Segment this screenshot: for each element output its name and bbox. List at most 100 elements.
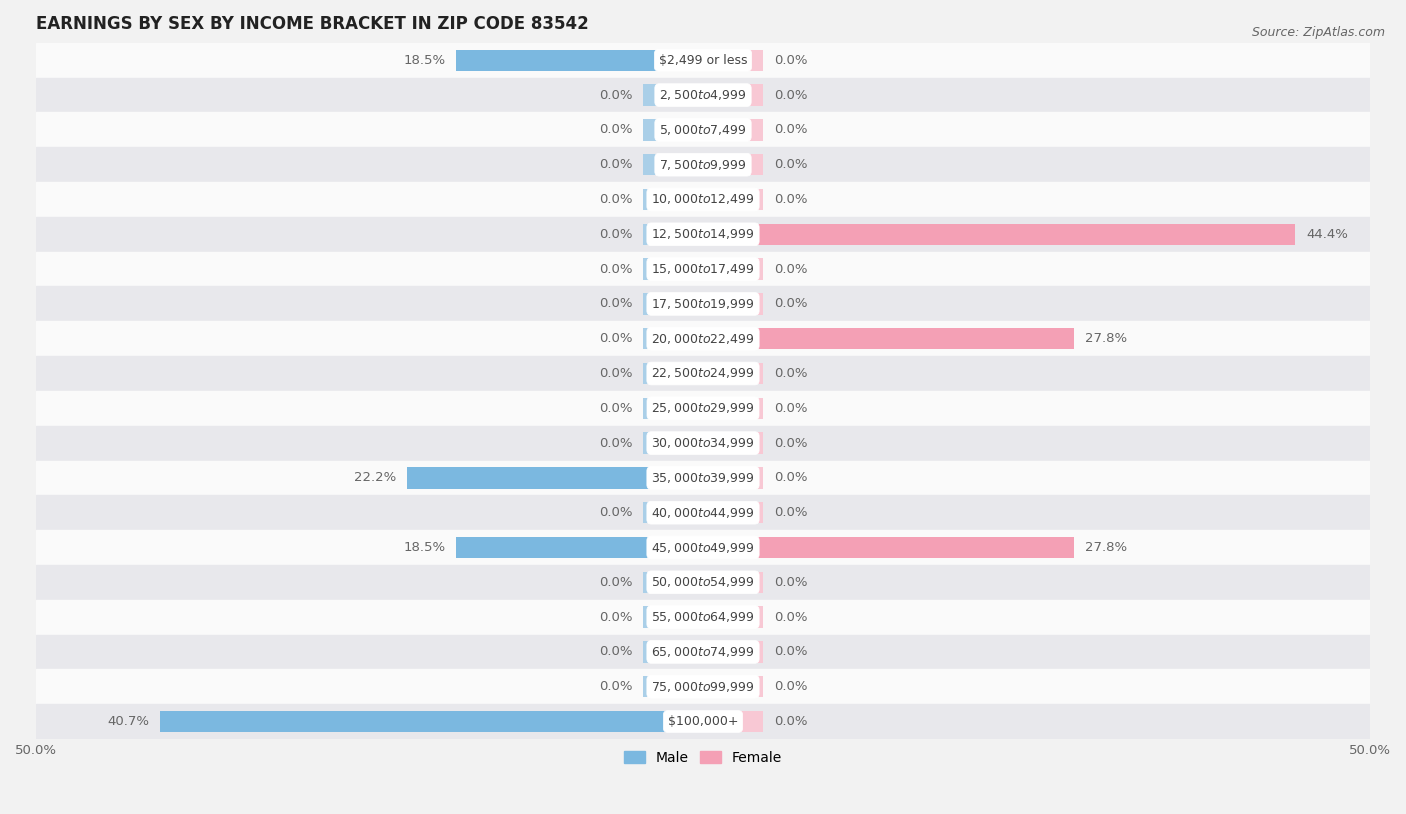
- Bar: [703, 536, 1074, 558]
- Text: 0.0%: 0.0%: [599, 646, 633, 659]
- Text: $7,500 to $9,999: $7,500 to $9,999: [659, 158, 747, 172]
- Text: 0.0%: 0.0%: [599, 610, 633, 624]
- Text: $40,000 to $44,999: $40,000 to $44,999: [651, 505, 755, 519]
- Bar: [37, 182, 1369, 217]
- Bar: [703, 50, 763, 71]
- Text: 0.0%: 0.0%: [599, 124, 633, 137]
- Bar: [703, 432, 763, 454]
- Bar: [703, 224, 1295, 245]
- Bar: [643, 154, 703, 176]
- Text: 0.0%: 0.0%: [599, 506, 633, 519]
- Text: 0.0%: 0.0%: [773, 402, 807, 415]
- Text: $20,000 to $22,499: $20,000 to $22,499: [651, 331, 755, 346]
- Text: $100,000+: $100,000+: [668, 715, 738, 728]
- Bar: [160, 711, 703, 733]
- Bar: [37, 252, 1369, 287]
- Text: 0.0%: 0.0%: [599, 193, 633, 206]
- Bar: [703, 119, 763, 141]
- Text: $30,000 to $34,999: $30,000 to $34,999: [651, 436, 755, 450]
- Text: 0.0%: 0.0%: [773, 367, 807, 380]
- Text: 18.5%: 18.5%: [404, 54, 446, 67]
- Bar: [456, 50, 703, 71]
- Text: 0.0%: 0.0%: [599, 228, 633, 241]
- Bar: [643, 502, 703, 523]
- Text: 0.0%: 0.0%: [773, 610, 807, 624]
- Bar: [643, 293, 703, 315]
- Bar: [703, 293, 763, 315]
- Text: 0.0%: 0.0%: [773, 646, 807, 659]
- Bar: [643, 432, 703, 454]
- Bar: [37, 77, 1369, 112]
- Bar: [643, 676, 703, 698]
- Bar: [37, 217, 1369, 252]
- Text: Source: ZipAtlas.com: Source: ZipAtlas.com: [1251, 26, 1385, 39]
- Text: 0.0%: 0.0%: [599, 158, 633, 171]
- Text: $25,000 to $29,999: $25,000 to $29,999: [651, 401, 755, 415]
- Text: 44.4%: 44.4%: [1306, 228, 1348, 241]
- Bar: [37, 530, 1369, 565]
- Text: 0.0%: 0.0%: [773, 506, 807, 519]
- Text: 0.0%: 0.0%: [773, 124, 807, 137]
- Text: 18.5%: 18.5%: [404, 541, 446, 554]
- Text: 22.2%: 22.2%: [354, 471, 396, 484]
- Bar: [703, 85, 763, 106]
- Text: $2,500 to $4,999: $2,500 to $4,999: [659, 88, 747, 102]
- Bar: [643, 363, 703, 384]
- Text: 27.8%: 27.8%: [1084, 541, 1126, 554]
- Bar: [703, 467, 763, 488]
- Text: 0.0%: 0.0%: [773, 681, 807, 694]
- Bar: [703, 397, 763, 419]
- Bar: [37, 356, 1369, 391]
- Bar: [703, 502, 763, 523]
- Bar: [643, 258, 703, 280]
- Text: 0.0%: 0.0%: [599, 575, 633, 589]
- Text: 0.0%: 0.0%: [599, 263, 633, 276]
- Bar: [643, 641, 703, 663]
- Text: $12,500 to $14,999: $12,500 to $14,999: [651, 227, 755, 241]
- Text: 0.0%: 0.0%: [773, 193, 807, 206]
- Text: $75,000 to $99,999: $75,000 to $99,999: [651, 680, 755, 694]
- Bar: [703, 676, 763, 698]
- Text: 0.0%: 0.0%: [599, 436, 633, 449]
- Bar: [703, 571, 763, 593]
- Bar: [703, 363, 763, 384]
- Bar: [703, 189, 763, 210]
- Bar: [643, 397, 703, 419]
- Bar: [643, 571, 703, 593]
- Bar: [37, 461, 1369, 495]
- Text: $45,000 to $49,999: $45,000 to $49,999: [651, 540, 755, 554]
- Bar: [37, 565, 1369, 600]
- Text: 0.0%: 0.0%: [773, 715, 807, 728]
- Bar: [37, 495, 1369, 530]
- Text: 0.0%: 0.0%: [773, 158, 807, 171]
- Text: $5,000 to $7,499: $5,000 to $7,499: [659, 123, 747, 137]
- Bar: [37, 287, 1369, 322]
- Bar: [703, 711, 763, 733]
- Text: 0.0%: 0.0%: [773, 263, 807, 276]
- Text: 0.0%: 0.0%: [773, 436, 807, 449]
- Bar: [643, 119, 703, 141]
- Text: $55,000 to $64,999: $55,000 to $64,999: [651, 610, 755, 624]
- Text: $50,000 to $54,999: $50,000 to $54,999: [651, 575, 755, 589]
- Text: 0.0%: 0.0%: [599, 681, 633, 694]
- Text: 0.0%: 0.0%: [599, 402, 633, 415]
- Bar: [37, 704, 1369, 739]
- Text: $15,000 to $17,499: $15,000 to $17,499: [651, 262, 755, 276]
- Text: $22,500 to $24,999: $22,500 to $24,999: [651, 366, 755, 380]
- Text: EARNINGS BY SEX BY INCOME BRACKET IN ZIP CODE 83542: EARNINGS BY SEX BY INCOME BRACKET IN ZIP…: [37, 15, 589, 33]
- Text: 0.0%: 0.0%: [773, 89, 807, 102]
- Bar: [643, 85, 703, 106]
- Text: $35,000 to $39,999: $35,000 to $39,999: [651, 471, 755, 485]
- Bar: [37, 112, 1369, 147]
- Text: $65,000 to $74,999: $65,000 to $74,999: [651, 645, 755, 659]
- Text: 0.0%: 0.0%: [773, 54, 807, 67]
- Bar: [37, 634, 1369, 669]
- Bar: [37, 669, 1369, 704]
- Legend: Male, Female: Male, Female: [619, 745, 787, 770]
- Bar: [643, 328, 703, 349]
- Bar: [406, 467, 703, 488]
- Text: 0.0%: 0.0%: [599, 89, 633, 102]
- Bar: [37, 391, 1369, 426]
- Bar: [703, 606, 763, 628]
- Bar: [703, 328, 1074, 349]
